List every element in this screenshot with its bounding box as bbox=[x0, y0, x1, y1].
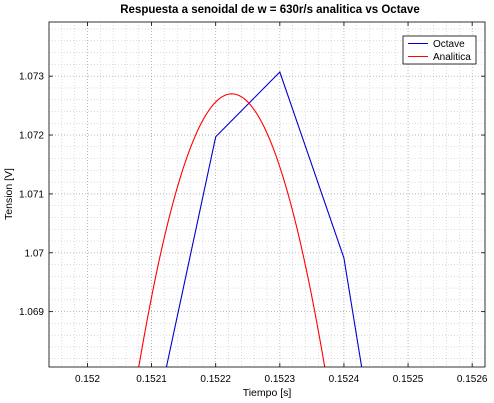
y-tick-label: 1.071 bbox=[19, 189, 44, 200]
ticks: 0.152 0.1521 0.1522 0.1523 0.1524 0.1525 0.152… bbox=[19, 22, 488, 385]
x-tick-label: 0.1522 bbox=[200, 374, 231, 385]
y-axis-label: Tension [V] bbox=[3, 168, 15, 220]
legend-label-analitica: Analitica bbox=[433, 52, 471, 63]
series-layer bbox=[138, 71, 363, 367]
x-tick-label: 0.1523 bbox=[265, 374, 296, 385]
y-tick-label: 1.073 bbox=[19, 72, 44, 83]
series-line-octave bbox=[165, 71, 363, 367]
x-axis-label: Tiempo [s] bbox=[243, 387, 292, 399]
y-tick-label: 1.07 bbox=[25, 248, 45, 259]
legend-box bbox=[402, 35, 477, 65]
x-tick-label: 0.152 bbox=[75, 374, 100, 385]
chart-title: Respuesta a senoidal de w = 630r/s anali… bbox=[120, 4, 419, 16]
x-tick-label: 0.1526 bbox=[457, 374, 488, 385]
plot-frame bbox=[48, 21, 486, 368]
legend-label-octave: Octave bbox=[433, 39, 465, 50]
y-tick-label: 1.069 bbox=[19, 307, 44, 318]
x-tick-label: 0.1524 bbox=[329, 374, 360, 385]
x-tick-label: 0.1521 bbox=[136, 374, 167, 385]
grid bbox=[49, 22, 485, 367]
legend: Octave Analitica bbox=[402, 35, 477, 65]
y-tick-label: 1.072 bbox=[19, 131, 44, 142]
x-tick-label: 0.1525 bbox=[393, 374, 424, 385]
series-line-analitica bbox=[138, 93, 326, 367]
